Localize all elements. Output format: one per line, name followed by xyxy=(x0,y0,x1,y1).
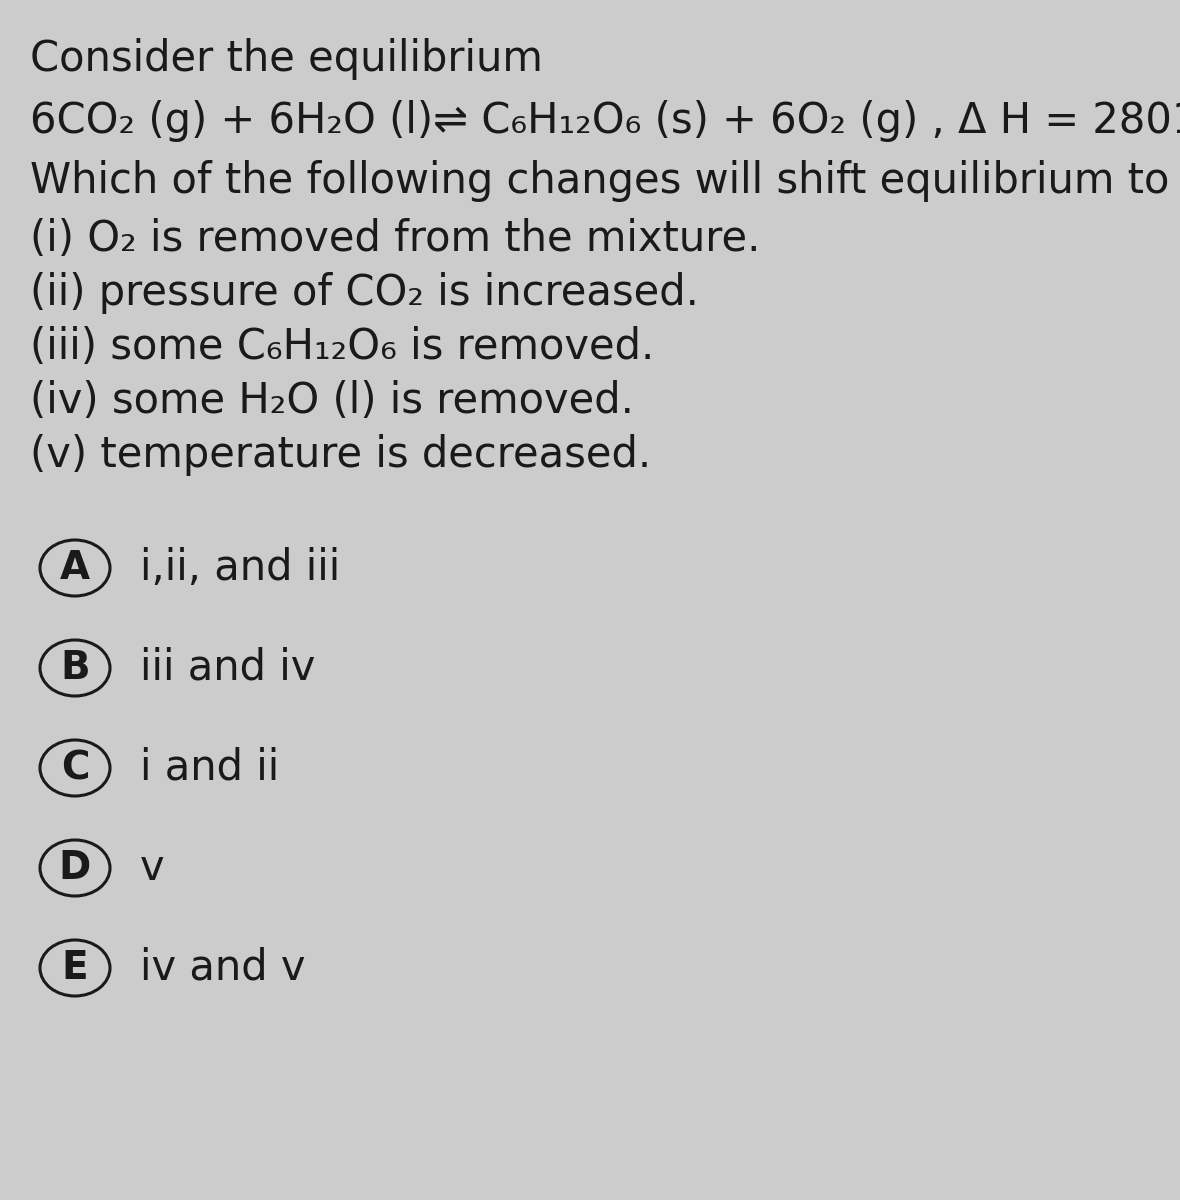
Text: iii and iv: iii and iv xyxy=(140,647,315,689)
Text: (v) temperature is decreased.: (v) temperature is decreased. xyxy=(30,434,651,476)
Text: D: D xyxy=(59,850,91,887)
Text: i and ii: i and ii xyxy=(140,746,280,790)
Text: (i) O₂ is removed from the mixture.: (i) O₂ is removed from the mixture. xyxy=(30,218,760,260)
Text: iv and v: iv and v xyxy=(140,947,306,989)
Text: Consider the equilibrium: Consider the equilibrium xyxy=(30,38,543,80)
Text: (iv) some H₂O (l) is removed.: (iv) some H₂O (l) is removed. xyxy=(30,380,634,422)
Text: B: B xyxy=(60,649,90,686)
Text: E: E xyxy=(61,949,88,986)
Text: i,ii, and iii: i,ii, and iii xyxy=(140,547,340,589)
Text: v: v xyxy=(140,847,165,889)
Text: (ii) pressure of CO₂ is increased.: (ii) pressure of CO₂ is increased. xyxy=(30,272,699,314)
Text: Which of the following changes will shift equilibrium to the left?: Which of the following changes will shif… xyxy=(30,160,1180,202)
Text: (iii) some C₆H₁₂O₆ is removed.: (iii) some C₆H₁₂O₆ is removed. xyxy=(30,326,654,368)
Text: 6CO₂ (g) + 6H₂O (l)⇌ C₆H₁₂O₆ (s) + 6O₂ (g) , Δ H = 2801 kJ/mol: 6CO₂ (g) + 6H₂O (l)⇌ C₆H₁₂O₆ (s) + 6O₂ (… xyxy=(30,100,1180,142)
Text: A: A xyxy=(60,550,90,587)
Text: C: C xyxy=(60,749,90,787)
